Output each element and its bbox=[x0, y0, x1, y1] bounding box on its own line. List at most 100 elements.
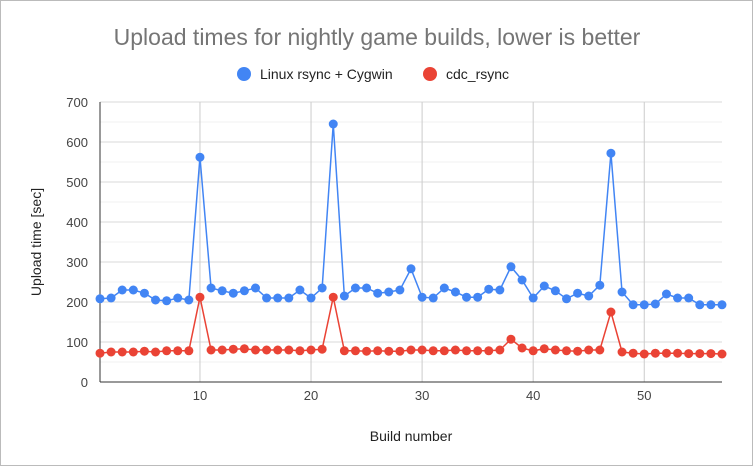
data-point bbox=[562, 346, 571, 356]
series-line bbox=[99, 297, 723, 355]
legend-label: cdc_rsync bbox=[446, 66, 509, 82]
data-point bbox=[206, 345, 216, 355]
x-tick-label: 20 bbox=[304, 388, 318, 403]
data-point bbox=[428, 293, 438, 303]
data-point bbox=[528, 346, 538, 356]
data-point bbox=[539, 344, 549, 354]
data-point bbox=[139, 288, 149, 298]
data-point bbox=[128, 347, 138, 357]
y-tick-label: 0 bbox=[81, 375, 88, 390]
data-point bbox=[395, 346, 405, 356]
data-point bbox=[573, 346, 583, 356]
data-point bbox=[95, 294, 105, 304]
y-axis-label: Upload time [sec] bbox=[28, 188, 44, 296]
data-point bbox=[473, 292, 483, 302]
y-tick-label: 100 bbox=[66, 335, 88, 350]
y-tick-label: 600 bbox=[66, 135, 88, 150]
data-point bbox=[339, 346, 349, 356]
data-point bbox=[428, 346, 438, 356]
x-tick-label: 30 bbox=[415, 388, 429, 403]
data-point bbox=[539, 281, 549, 291]
data-point bbox=[450, 345, 460, 355]
data-point bbox=[406, 264, 416, 274]
data-point bbox=[162, 346, 172, 356]
data-point bbox=[195, 152, 205, 162]
data-point bbox=[184, 295, 194, 305]
data-point bbox=[573, 288, 583, 298]
data-point bbox=[206, 283, 216, 293]
data-point bbox=[550, 345, 560, 355]
data-point bbox=[350, 346, 360, 356]
data-point bbox=[217, 286, 227, 296]
data-point bbox=[350, 283, 360, 293]
y-tick-label: 300 bbox=[66, 255, 88, 270]
data-point bbox=[295, 346, 305, 356]
data-point bbox=[617, 347, 627, 357]
data-point bbox=[317, 344, 327, 354]
data-point bbox=[517, 275, 527, 285]
data-point bbox=[661, 348, 671, 358]
data-point bbox=[217, 345, 227, 355]
data-point bbox=[195, 292, 205, 302]
data-point bbox=[262, 293, 272, 303]
data-point bbox=[106, 347, 116, 357]
legend-marker bbox=[237, 67, 251, 81]
x-tick-label: 10 bbox=[193, 388, 207, 403]
data-point bbox=[639, 300, 649, 310]
data-point bbox=[450, 287, 460, 297]
data-point bbox=[584, 291, 594, 301]
data-point bbox=[706, 300, 716, 310]
data-point bbox=[306, 293, 316, 303]
data-point bbox=[128, 285, 138, 295]
data-point bbox=[462, 292, 472, 302]
data-point bbox=[251, 283, 260, 293]
data-point bbox=[228, 344, 238, 354]
data-point bbox=[684, 293, 694, 303]
data-point bbox=[373, 288, 383, 298]
data-point bbox=[506, 262, 516, 272]
data-point bbox=[417, 345, 427, 355]
data-point bbox=[295, 285, 305, 295]
legend-marker bbox=[423, 67, 437, 81]
data-point bbox=[606, 148, 616, 158]
data-point bbox=[117, 347, 127, 357]
data-point bbox=[273, 345, 283, 355]
data-point bbox=[550, 286, 560, 296]
data-point bbox=[328, 292, 338, 302]
data-point bbox=[628, 300, 638, 310]
data-point bbox=[517, 343, 527, 353]
data-point bbox=[151, 347, 161, 357]
data-point bbox=[306, 345, 316, 355]
data-point bbox=[273, 293, 283, 303]
data-point bbox=[184, 346, 194, 356]
data-point bbox=[650, 348, 660, 358]
data-point bbox=[695, 300, 705, 310]
data-point bbox=[439, 283, 449, 293]
data-point bbox=[317, 283, 327, 293]
series-line bbox=[99, 123, 722, 306]
data-point bbox=[162, 296, 172, 306]
data-point bbox=[439, 346, 449, 356]
data-point bbox=[484, 284, 494, 294]
legend-label: Linux rsync + Cygwin bbox=[260, 66, 393, 82]
data-point bbox=[617, 287, 627, 297]
data-point bbox=[595, 280, 605, 290]
data-point bbox=[406, 345, 416, 355]
data-point bbox=[595, 345, 605, 355]
data-point bbox=[328, 119, 338, 129]
data-point bbox=[117, 285, 127, 295]
data-point bbox=[395, 285, 405, 295]
data-point bbox=[562, 294, 571, 304]
data-point bbox=[628, 348, 638, 358]
data-point bbox=[251, 345, 260, 355]
data-point bbox=[362, 346, 372, 356]
data-point bbox=[384, 287, 394, 297]
data-point bbox=[484, 346, 494, 356]
data-point bbox=[173, 293, 183, 303]
y-tick-label: 700 bbox=[66, 95, 88, 110]
data-point bbox=[606, 307, 616, 317]
x-tick-label: 40 bbox=[526, 388, 540, 403]
data-point bbox=[528, 293, 538, 303]
